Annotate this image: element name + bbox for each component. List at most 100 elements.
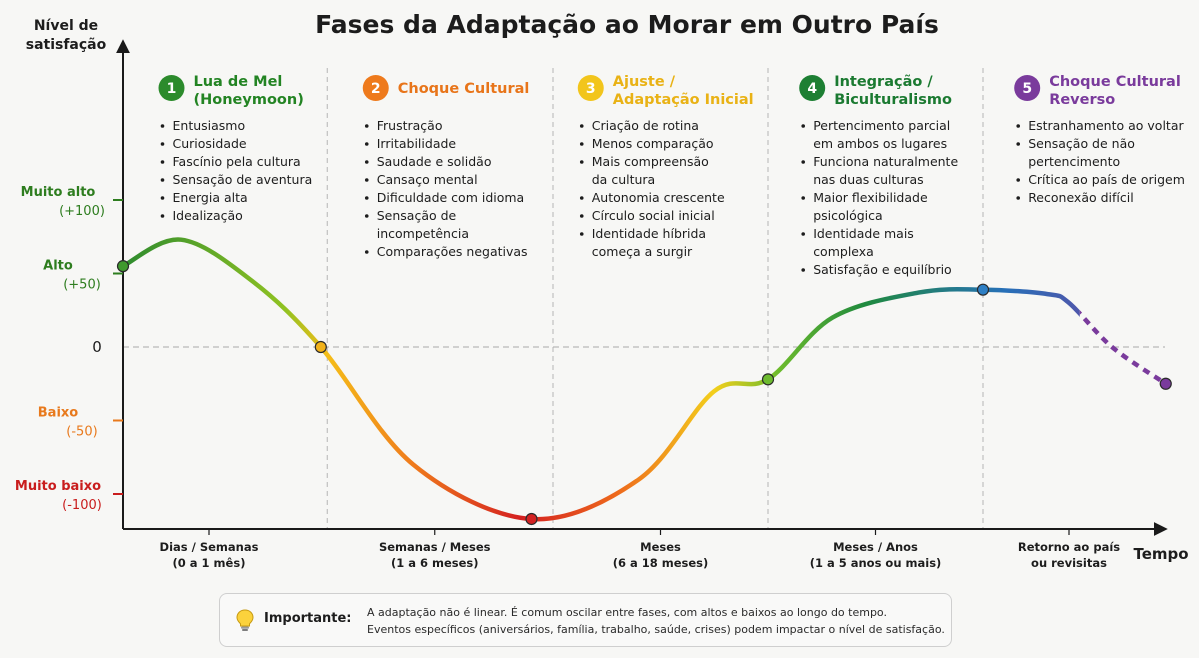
phase-2-number: 2 [371,81,381,97]
phase-4-item-3-line-1: Maior flexibilidade [813,190,928,205]
phase-2-group: 2 Choque Cultural Frustração Irritabilidade… [362,75,529,259]
phase-1-item-5: Energia alta [173,190,248,205]
phase-2-bullet-3 [364,160,369,164]
phase-5-title-line-1: Choque Cultural [1049,74,1181,90]
phase-3-bullet-5 [579,214,584,218]
x-category-label-2-line-2: (6 a 18 meses) [613,556,709,570]
phase-4-item-2-line-2: nas duas culturas [813,172,923,187]
y-axis-title-line-1: Nível de [34,18,98,34]
phase-3-item-6-line-2: começa a surgir [592,244,693,259]
phase-5-item-1: Estranhamento ao voltar [1028,118,1184,133]
phase-5-group: 5 Choque Cultural Reverso Estranhamento ao … [1014,74,1185,205]
phase-4-item-1-line-1: Pertencimento parcial [813,118,950,133]
phase-5-item-2-line-2: pertencimento [1028,154,1120,169]
x-category-label-1-line-2: (1 a 6 meses) [391,556,479,570]
curve-point-5 [976,283,990,296]
x-category-label-3-line-2: (1 a 5 anos ou mais) [810,556,942,570]
chart-title: Fases da Adaptação ao Morar em Outro Paí… [315,10,939,39]
phase-3-title-line-1: Ajuste / [613,74,676,90]
phase-2-item-7: Comparações negativas [377,244,528,259]
curve-point-4 [761,373,775,386]
phase-3-item-3-line-2: da cultura [592,172,655,187]
phase-1-bullet-4 [160,178,165,182]
phase-4-number-badge [799,75,826,101]
phase-2-bullet-2 [364,142,369,146]
phase-3-item-2: Menos comparação [592,136,714,151]
note-text-line-1: A adaptação não é linear. É comum oscila… [367,606,887,619]
phase-2-item-4: Cansaço mental [377,172,478,187]
phase-5-bullet-4 [1016,196,1020,200]
x-category-label-0-line-1: Dias / Semanas [160,540,259,554]
phase-4-item-2-line-1: Funciona naturalmente [813,154,958,169]
phase-5-item-3: Crítica ao país de origem [1028,172,1185,187]
x-category-label-1-line-1: Semanas / Meses [379,540,491,554]
x-axis-title: Tempo [1133,545,1188,563]
phase-3-bullet-2 [579,142,584,146]
phase-5-bullet-2 [1016,142,1020,146]
phase-4-bullet-4 [801,232,805,236]
phase-1-bullet-6 [160,214,165,218]
phase-1-group: 1 Lua de Mel (Honeymoon) Entusiasmo Curiosid… [158,74,312,223]
phase-4-title-line-2: Biculturalismo [834,92,952,108]
phase-4-bullet-2 [801,160,805,164]
phase-1-item-6: Idealização [173,208,243,223]
phase-3-title-line-2: Adaptação Inicial [613,92,754,108]
phase-4-item-1-line-2: em ambos os lugares [813,136,947,151]
phase-4-item-5: Satisfação e equilíbrio [813,262,952,277]
y-tick-label-0-line-2: (+100) [59,204,105,219]
phase-1-bullet-5 [160,196,165,200]
y-tick-label-0-line-1: Muito alto [21,185,96,200]
curve-point-2 [314,340,327,354]
phase-2-item-3: Saudade e solidão [377,154,492,169]
phase-4-bullet-3 [801,196,805,200]
y-tick-label-1-line-2: (+50) [63,278,101,293]
phase-3-number: 3 [586,81,596,97]
phase-2-bullet-7 [364,250,369,254]
phase-3-bullet-1 [579,124,584,128]
phase-1-item-3: Fascínio pela cultura [173,154,301,169]
phase-2-item-2: Irritabilidade [377,136,457,151]
phase-1-number-badge [158,75,185,101]
phase-1-bullet-3 [160,160,165,164]
phase-5-title-line-2: Reverso [1049,92,1115,108]
phase-5-bullet-3 [1016,178,1020,182]
curve-point-6 [1159,377,1172,390]
x-category-label-3-line-1: Meses / Anos [833,540,918,554]
phase-3-number-badge [577,75,604,101]
phase-1-item-2: Curiosidade [173,136,247,151]
phase-3-item-3-line-1: Mais compreensão [592,154,709,169]
phase-3-group: 3 Ajuste / Adaptação Inicial Criação de rot… [577,74,754,259]
phase-5-number-badge [1014,75,1041,101]
adaptation-curve-chart: Nível de satisfação Tempo Muito alto (+100) A… [15,18,1189,570]
phase-3-item-6-line-1: Identidade híbrida [592,226,706,241]
phase-2-bullet-6 [364,214,369,218]
phase-2-bullet-1 [364,124,369,128]
phase-5-item-2-line-1: Sensação de não [1028,136,1135,151]
curve-point-3 [525,512,538,526]
phase-1-title-line-1: Lua de Mel [194,74,283,90]
phase-4-title-line-1: Integração / [834,74,933,90]
phase-1-bullet-2 [160,142,165,146]
phase-3-bullet-6 [579,232,584,236]
phase-4-item-3-line-2: psicológica [813,208,883,223]
phase-3-item-5: Círculo social inicial [592,208,715,223]
phase-2-number-badge [362,75,389,101]
x-category-label-0-line-2: (0 a 1 mês) [173,556,246,570]
note-label: Importante: [264,611,352,626]
phase-1-bullet-1 [160,124,165,128]
important-note-box: Importante: A adaptação não é linear. É … [219,593,952,647]
phase-4-item-4-line-1: Identidade mais [813,226,914,241]
phase-2-item-5: Dificuldade com idioma [377,190,524,205]
y-tick-label-3-line-1: Baixo [38,406,79,421]
x-category-label-4-line-2: ou revisitas [1031,556,1107,570]
y-tick-label-4-line-1: Muito baixo [15,479,101,494]
phase-2-item-6-line-1: Sensação de [377,208,457,223]
phase-4-bullet-5 [801,268,805,272]
phase-2-bullet-5 [364,196,369,200]
phase-3-bullet-3 [579,160,584,164]
curve-point-1 [116,260,130,273]
phase-3-item-1: Criação de rotina [592,118,699,133]
phase-5-number: 5 [1022,81,1032,97]
note-text-line-2: Eventos específicos (aniversários, famíl… [367,623,945,636]
y-axis-title-line-2: satisfação [26,37,107,53]
